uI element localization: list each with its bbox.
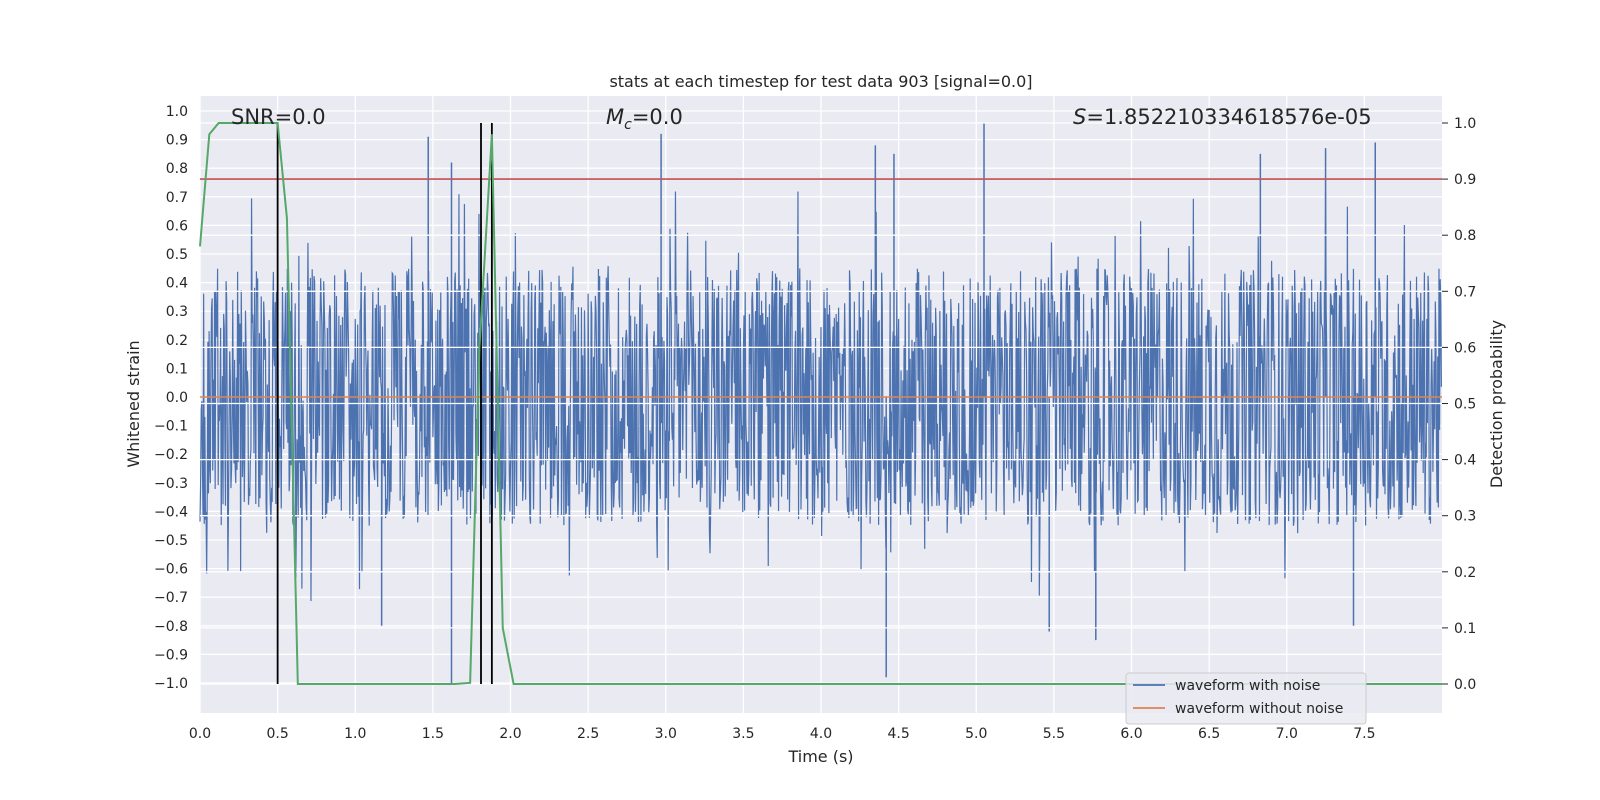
y-right-tick-label: 0.0 (1454, 677, 1476, 693)
x-tick-label: 1.0 (344, 726, 366, 742)
x-tick-label: 3.5 (732, 726, 754, 742)
legend-label-noise: waveform with noise (1175, 678, 1320, 694)
y-left-tick-label: 0.5 (166, 247, 188, 263)
noise-waveform-line (199, 191, 1442, 602)
y-right-tick-label: 0.8 (1454, 228, 1476, 244)
y-left-tick-label: 0.1 (166, 361, 188, 377)
y-right-tick-label: 0.7 (1454, 284, 1476, 300)
x-tick-label: 4.5 (887, 726, 909, 742)
x-tick-label: 5.5 (1043, 726, 1065, 742)
y-left-tick-label: −0.1 (154, 419, 188, 435)
x-tick-label: 4.0 (810, 726, 832, 742)
statistic-annotation: S=1.852210334618576e-05 (1073, 105, 1372, 129)
statistic-symbol: S (1073, 105, 1086, 129)
chirp-mass-value: =0.0 (632, 105, 683, 129)
y-left-tick-label: 0.6 (166, 218, 188, 234)
y-left-tick-label: −0.4 (154, 504, 188, 520)
x-tick-label: 7.5 (1353, 726, 1375, 742)
y-left-tick-label: 0.8 (166, 161, 188, 177)
y-right-tick-label: 1.0 (1454, 116, 1476, 132)
y-left-tick-label: 0.7 (166, 190, 188, 206)
legend: waveform with noise waveform without noi… (1125, 672, 1367, 725)
y-axis-label-right: Detection probability (1487, 320, 1506, 488)
y-right-tick-label: 0.4 (1454, 453, 1476, 469)
x-tick-label: 2.5 (577, 726, 599, 742)
y-right-tick-label: 0.3 (1454, 509, 1476, 525)
y-axis-label-left: Whitened strain (124, 340, 143, 467)
x-tick-label: 5.0 (965, 726, 987, 742)
y-right-tick-label: 0.6 (1454, 340, 1476, 356)
legend-label-clean: waveform without noise (1175, 701, 1343, 717)
y-left-tick-label: −0.2 (154, 447, 188, 463)
x-tick-label: 1.5 (422, 726, 444, 742)
y-left-tick-label: −0.9 (154, 647, 188, 663)
chart-title: stats at each timestep for test data 903… (609, 72, 1032, 91)
y-left-tick-label: 0.9 (166, 133, 188, 149)
y-left-tick-label: −1.0 (154, 676, 188, 692)
y-left-tick-label: 1.0 (166, 104, 188, 120)
noise-waveform-series (199, 122, 1442, 683)
x-tick-label: 7.0 (1276, 726, 1298, 742)
chirp-mass-annotation: Mc=0.0 (606, 105, 683, 133)
x-tick-label: 6.5 (1198, 726, 1220, 742)
y-left-tick-label: −0.6 (154, 562, 188, 578)
y-left-tick-label: 0.0 (166, 390, 188, 406)
x-axis-label: Time (s) (787, 747, 853, 766)
tick-labels: 0.0 0.5 1.0 1.5 2.0 2.5 3.0 3.5 4.0 4.5 5.0 5.5 6.0 6… (154, 104, 1476, 742)
snr-annotation: SNR=0.0 (231, 105, 326, 129)
chirp-mass-subscript: c (624, 117, 632, 133)
x-tick-label: 6.0 (1120, 726, 1142, 742)
chirp-mass-symbol: M (606, 105, 624, 129)
y-left-tick-label: −0.7 (154, 590, 188, 606)
y-left-tick-label: −0.3 (154, 476, 188, 492)
y-left-tick-label: −0.5 (154, 533, 188, 549)
overlay-series (199, 122, 1442, 685)
y-left-tick-label: 0.4 (166, 276, 188, 292)
y-right-tick-label: 0.1 (1454, 621, 1476, 637)
x-tick-label: 0.0 (189, 726, 211, 742)
statistic-value: =1.852210334618576e-05 (1086, 105, 1371, 129)
y-right-tick-label: 0.9 (1454, 172, 1476, 188)
detection-probability-line (199, 122, 1442, 685)
y-left-tick-label: 0.2 (166, 333, 188, 349)
x-tick-label: 3.0 (655, 726, 677, 742)
y-left-tick-label: −0.8 (154, 619, 188, 635)
x-tick-label: 0.5 (266, 726, 288, 742)
legend-box (1125, 672, 1367, 725)
y-left-tick-label: 0.3 (166, 304, 188, 320)
y-right-tick-label: 0.5 (1454, 397, 1476, 413)
x-tick-label: 2.0 (499, 726, 521, 742)
y-right-tick-label: 0.2 (1454, 565, 1476, 581)
